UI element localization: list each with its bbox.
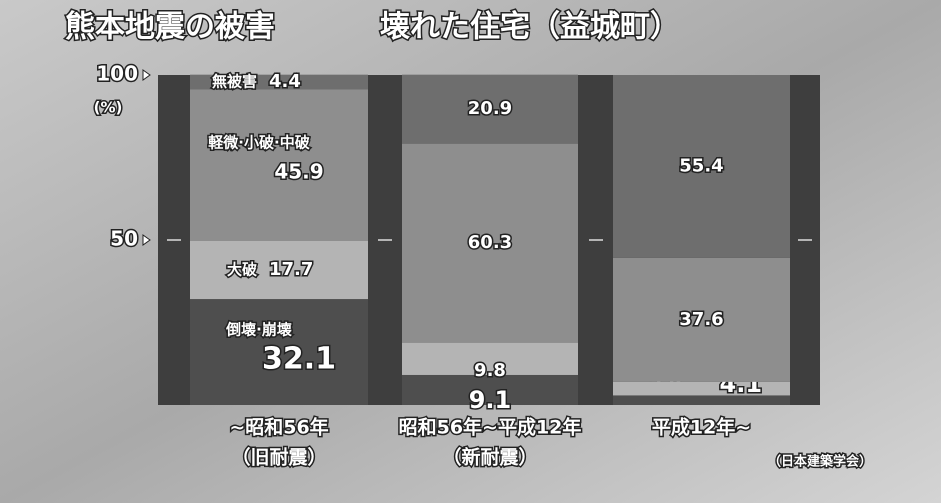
series-label: 倒壊·崩壊 <box>225 321 292 339</box>
value-label: 37.6 <box>679 309 723 330</box>
y-tick-label: 100 <box>96 62 138 86</box>
y-unit: (%) <box>94 99 123 117</box>
y-tick-label: 50 <box>110 227 138 251</box>
y-tick-arrow <box>142 69 151 81</box>
bar-segment <box>613 75 790 258</box>
x-tick-label: 平成12年~ <box>652 416 751 439</box>
bar-segment <box>402 374 578 405</box>
value-label: 55.4 <box>679 155 723 176</box>
series-label: 無被害 <box>212 72 257 90</box>
y-tick-arrow <box>142 234 151 246</box>
bar-segment <box>402 143 578 343</box>
x-tick-sublabel: （旧耐震） <box>231 446 326 469</box>
source: （日本建築学会） <box>768 454 872 470</box>
bar-segment <box>402 342 578 375</box>
value-label: 60.3 <box>468 232 512 253</box>
value-label: 9.8 <box>474 360 506 381</box>
bar-segment <box>613 395 790 405</box>
value-label: 32.1 <box>262 342 336 377</box>
x-tick-sublabel: （新耐震） <box>442 446 537 469</box>
bar-segment <box>190 240 368 300</box>
bar-segment <box>613 381 790 396</box>
x-tick-label: 昭和56年~平成12年 <box>399 416 582 439</box>
value-label: 17.7 <box>269 259 313 280</box>
chart-title: 熊本地震の被害 <box>65 10 275 45</box>
chart-subtitle: 壊れた住宅（益城町） <box>380 10 680 45</box>
value-label: 20.9 <box>468 98 512 119</box>
series-label: 大破 <box>227 260 257 278</box>
x-tick-label: ~昭和56年 <box>229 416 328 439</box>
value-label: 45.9 <box>274 159 323 183</box>
bar-segment <box>190 74 368 90</box>
bar-segment <box>190 89 368 241</box>
value-label: 4.4 <box>269 71 301 92</box>
bar-segment <box>613 257 790 382</box>
value-label: 9.1 <box>469 386 512 414</box>
bar-segment <box>190 299 368 405</box>
series-label: 軽微·小破·中破 <box>208 133 309 151</box>
bar-segment <box>402 74 578 144</box>
